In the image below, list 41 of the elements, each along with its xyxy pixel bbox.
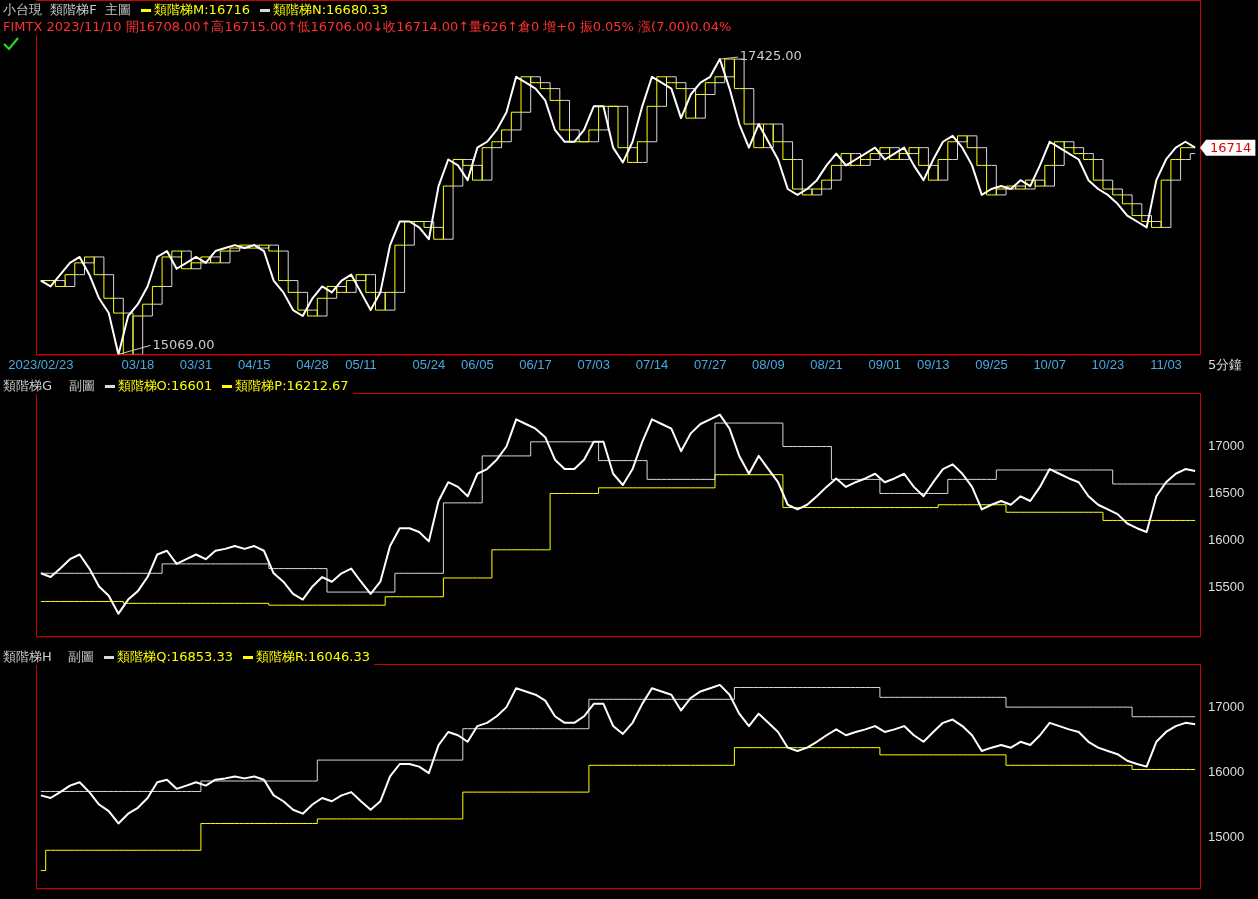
x-tick-label: 2023/02/23 [8, 356, 74, 372]
x-tick-label: 09/13 [916, 356, 950, 372]
x-tick-label: 09/01 [868, 356, 902, 372]
chart-title: 小台現 類階梯F 主圖 [3, 2, 132, 17]
legend-label: 類階梯P:16212.67 [235, 378, 349, 393]
y-tick-label: 16000 [1208, 764, 1245, 780]
chart-title: 類階梯G 副圖 [3, 378, 95, 393]
y-tick-label: 15500 [1208, 578, 1245, 594]
x-axis-title: 5分鐘 [1208, 356, 1243, 372]
x-tick-label: 07/03 [577, 356, 611, 372]
x-tick-label: 03/18 [121, 356, 155, 372]
y-tick-label: 17000 [1208, 438, 1245, 454]
annotation: 17425.00 [739, 48, 802, 64]
legend-label: 類階梯M:16716 [154, 2, 250, 17]
x-tick-label: 03/31 [179, 356, 213, 372]
y-tick-label: 15000 [1208, 829, 1245, 845]
chart-subtitle: FIMTX 2023/11/10 開16708.00↑高16715.00↑低16706.00↓收16714.00↑量626↑倉0 增+0 振0.05% 漲(7.00)0.04% [3, 18, 736, 35]
y-tick-label: 17000 [1208, 698, 1245, 714]
x-tick-label: 04/15 [237, 356, 271, 372]
annotation: 15069.00 [152, 336, 215, 352]
x-tick-label: 10/07 [1033, 356, 1066, 372]
x-tick-label: 06/05 [461, 356, 494, 372]
x-tick-label: 05/24 [412, 356, 446, 372]
legend-label: 類階梯O:16601 [117, 378, 213, 393]
x-tick-label: 04/28 [296, 356, 329, 372]
y-tick-label: 16000 [1208, 532, 1245, 547]
x-tick-label: 09/25 [975, 356, 1008, 372]
x-tick-label: 10/23 [1091, 356, 1125, 372]
x-tick-label: 08/21 [810, 356, 843, 372]
x-tick-label: 07/14 [635, 356, 669, 372]
legend-label: 類階梯Q:16853.33 [117, 649, 233, 664]
legend-label: 類階梯N:16680.33 [272, 2, 389, 17]
text: 16714 [1210, 140, 1252, 156]
x-tick-label: 06/17 [519, 356, 552, 372]
x-tick-label: 07/27 [693, 356, 727, 372]
y-tick-label: 16500 [1208, 485, 1245, 501]
chart-title: 類階梯H 副圖 [3, 649, 95, 664]
x-tick-label: 11/03 [1150, 356, 1182, 372]
x-tick-label: 08/09 [752, 356, 785, 372]
legend-label: 類階梯R:16046.33 [255, 649, 371, 664]
x-tick-label: 05/11 [345, 356, 377, 372]
